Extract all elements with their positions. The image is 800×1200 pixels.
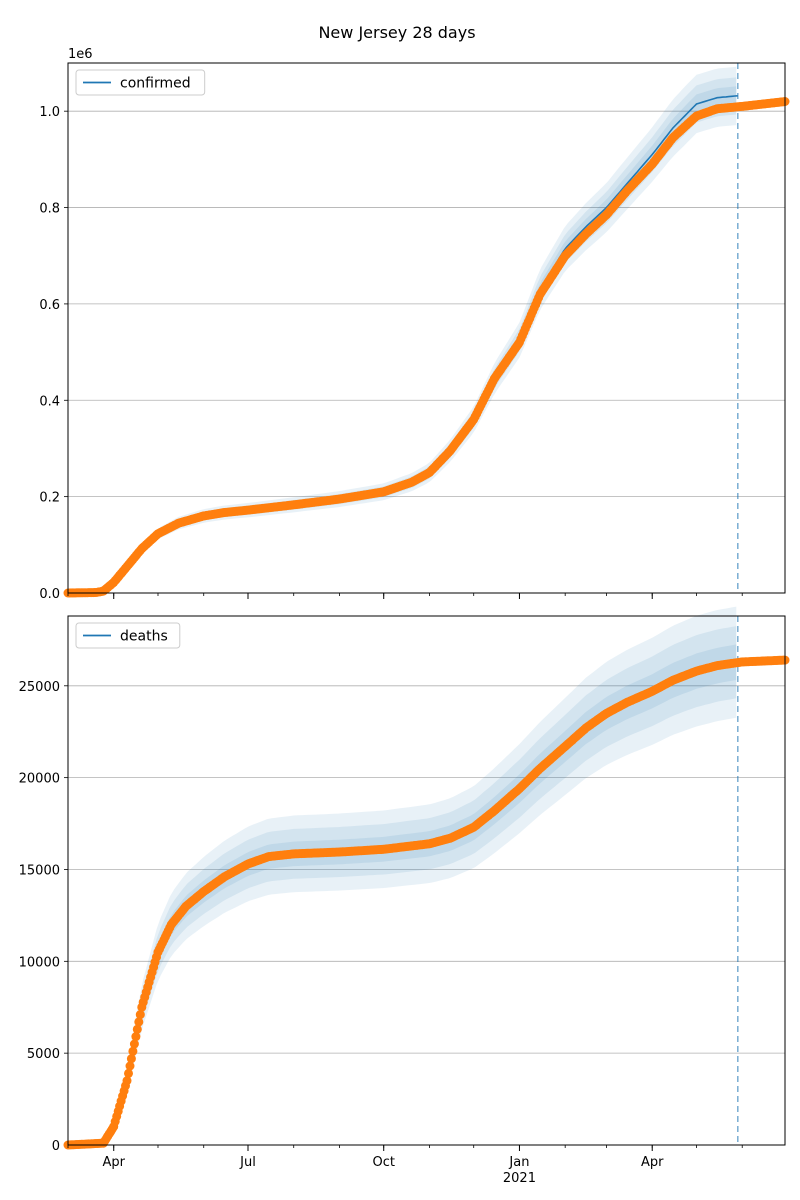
uncertainty-band: [68, 66, 737, 594]
observed-points: [63, 655, 790, 1150]
x-tick-label: Apr: [641, 1155, 664, 1170]
x-year-label: 2021: [503, 1171, 536, 1186]
y-tick-label: 20000: [19, 772, 60, 787]
x-tick-label: Jan: [508, 1155, 529, 1170]
y-tick-label: 0: [52, 1139, 60, 1154]
y-tick-label: 1.0: [39, 105, 60, 120]
panel-confirmed: [63, 62, 790, 599]
legend-label: confirmed: [120, 76, 191, 92]
plot-frame: [67, 62, 786, 594]
observed-point: [125, 1061, 135, 1071]
x-tick-label: Oct: [372, 1155, 394, 1170]
legend-box: [75, 69, 206, 96]
observed-point: [132, 1024, 142, 1034]
chart-title: New Jersey 28 days: [318, 23, 475, 42]
y-tick-label: 15000: [19, 863, 60, 878]
observed-point: [129, 1039, 139, 1049]
observed-point: [134, 1017, 144, 1027]
y-tick-label: 0.8: [39, 202, 60, 217]
y-tick-label: 25000: [19, 680, 60, 695]
y-tick-label: 5000: [27, 1047, 60, 1062]
observed-point: [124, 1068, 133, 1078]
observed-point: [135, 1010, 145, 1020]
observed-points: [63, 97, 790, 598]
legend-label: deaths: [120, 629, 168, 645]
legend-box: [75, 622, 181, 649]
observed-point: [122, 1076, 132, 1086]
y-offset-label: 1e6: [68, 47, 93, 62]
y-tick-label: 0.0: [39, 587, 60, 602]
plot-frame: [67, 615, 786, 1146]
x-tick-label: Jul: [239, 1155, 256, 1170]
x-tick-label: Apr: [102, 1155, 125, 1170]
panel-deaths: [63, 606, 790, 1151]
observed-point: [131, 1032, 141, 1042]
observed-point: [126, 1054, 136, 1064]
y-tick-label: 0.6: [39, 298, 60, 313]
y-tick-label: 10000: [19, 955, 60, 970]
y-tick-label: 0.4: [39, 394, 60, 409]
y-tick-label: 0.2: [39, 491, 60, 506]
uncertainty-band: [68, 626, 737, 1145]
observed-point: [128, 1046, 138, 1056]
